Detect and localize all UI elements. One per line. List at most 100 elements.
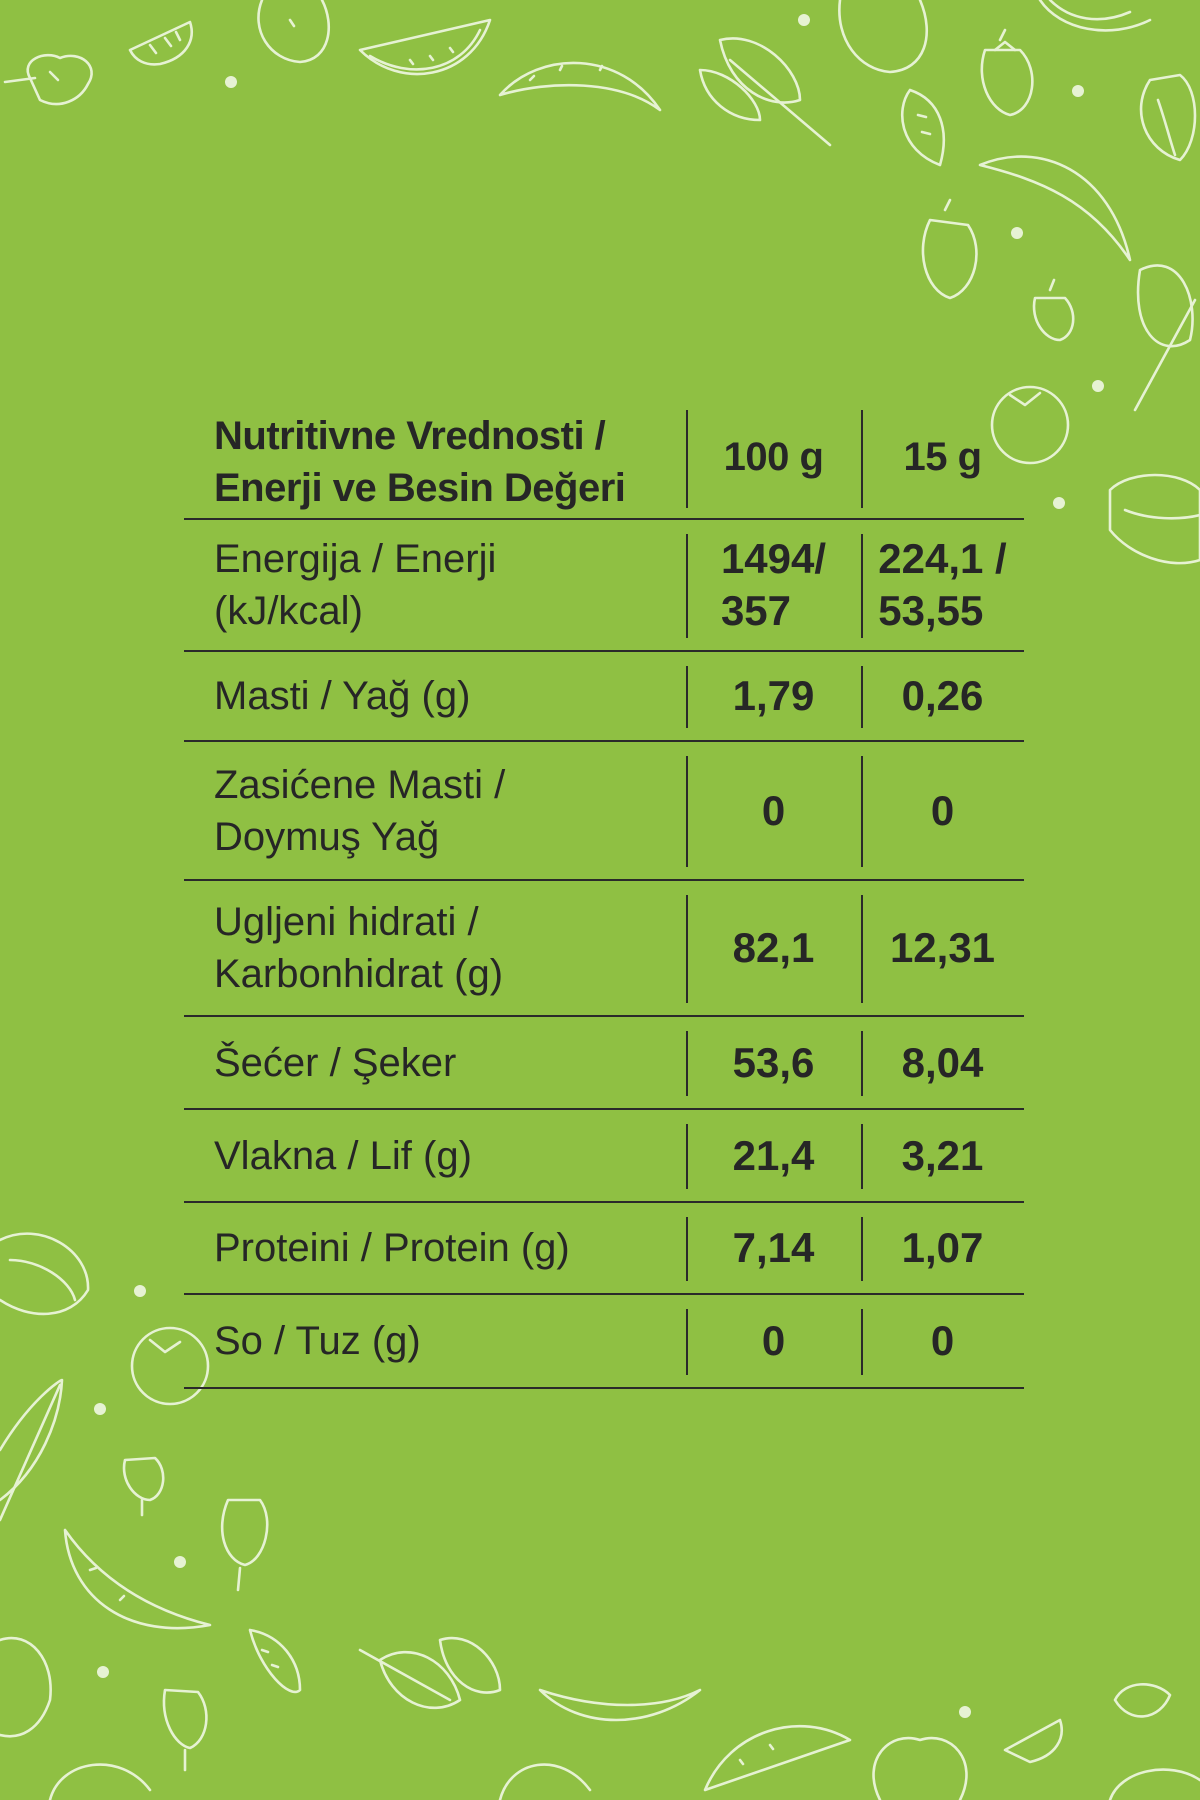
value-15g: 8,04 bbox=[902, 1037, 984, 1089]
column-divider bbox=[861, 895, 863, 1003]
value-15g-cell: 1,07 bbox=[861, 1203, 1024, 1293]
value-100g: 0 bbox=[762, 785, 785, 837]
lemon-icon bbox=[128, 20, 193, 66]
table-row: Energija / Enerji (kJ/kcal) 1494/357 224,1 … bbox=[184, 520, 1024, 652]
header-col-15g: 15 g bbox=[861, 396, 1024, 518]
column-divider bbox=[861, 1217, 863, 1281]
value-15g: 12,31 bbox=[890, 922, 995, 974]
value-15g-line1: 224,1 / bbox=[878, 535, 1007, 582]
strawberry-icon bbox=[980, 28, 1034, 117]
row-label-line2: (kJ/kcal) bbox=[214, 589, 363, 633]
value-15g: 1,07 bbox=[902, 1222, 984, 1274]
value-15g-cell: 0,26 bbox=[861, 652, 1024, 740]
strawberry-icon bbox=[1032, 278, 1075, 342]
column-divider bbox=[686, 1031, 688, 1096]
spinach-leaf-icon bbox=[0, 1378, 64, 1522]
value-100g-line1: 0 bbox=[761, 1317, 786, 1364]
value-15g-cell: 8,04 bbox=[861, 1017, 1024, 1108]
value-15g-line1: 3,21 bbox=[901, 1131, 984, 1179]
value-15g-line1: 0,26 bbox=[901, 672, 984, 719]
column-divider bbox=[686, 756, 688, 867]
value-100g-cell: 53,6 bbox=[686, 1017, 861, 1108]
value-100g-line1: 82,1 bbox=[732, 924, 815, 971]
banana-icon bbox=[63, 1528, 212, 1630]
value-15g-cell: 3,21 bbox=[861, 1110, 1024, 1201]
header-col-100g-label: 100 g bbox=[723, 435, 824, 479]
spinach-leaf-icon bbox=[358, 1636, 502, 1710]
column-divider bbox=[861, 534, 863, 638]
watermelon-icon bbox=[358, 18, 492, 76]
value-100g-cell: 1,79 bbox=[686, 652, 861, 740]
value-100g-line1: 1,79 bbox=[732, 672, 815, 719]
strawberry-icon bbox=[122, 1456, 165, 1517]
value-100g-cell: 0 bbox=[686, 742, 861, 879]
row-label: Zasićene Masti / Doymuş Yağ bbox=[184, 759, 686, 863]
watermelon-icon bbox=[703, 1724, 852, 1792]
heart-fruit-icon bbox=[838, 0, 928, 74]
value-100g: 1494/357 bbox=[721, 533, 826, 637]
header-col-15g-label: 15 g bbox=[903, 435, 982, 479]
value-15g: 0,26 bbox=[902, 670, 984, 722]
column-divider bbox=[861, 1309, 863, 1375]
row-label-line1: Vlakna / Lif (g) bbox=[214, 1133, 472, 1178]
melon-icon bbox=[48, 1763, 152, 1800]
value-100g-line1: 7,14 bbox=[732, 1224, 815, 1271]
value-15g-line1: 1,07 bbox=[901, 1224, 984, 1271]
row-label-line1: Proteini / Protein (g) bbox=[214, 1226, 570, 1270]
strawberry-icon bbox=[162, 1688, 208, 1772]
melon-icon bbox=[1108, 1768, 1200, 1800]
table-row: Masti / Yağ (g) 1,79 0,26 bbox=[184, 652, 1024, 742]
column-divider bbox=[686, 895, 688, 1003]
row-label: Energija / Enerji (kJ/kcal) bbox=[184, 533, 686, 637]
table-row: So / Tuz (g) 0 0 bbox=[184, 1295, 1024, 1389]
value-15g-line1: 8,04 bbox=[901, 1038, 984, 1086]
row-label-line1: Energija / Enerji bbox=[214, 537, 497, 581]
value-15g-cell: 224,1 / 53,55 bbox=[861, 520, 1024, 650]
column-divider bbox=[686, 534, 688, 638]
value-100g-line1: 0 bbox=[761, 786, 786, 834]
column-divider bbox=[686, 410, 688, 508]
melon-icon bbox=[0, 1636, 52, 1738]
tomato-icon bbox=[498, 1763, 592, 1800]
value-100g-line1: 53,6 bbox=[732, 1038, 815, 1086]
banana-icon bbox=[498, 61, 662, 112]
column-divider bbox=[686, 1217, 688, 1281]
tomato-icon bbox=[990, 385, 1070, 465]
table-row: Zasićene Masti / Doymuş Yağ 0 0 bbox=[184, 742, 1024, 881]
lemon-icon bbox=[1003, 1718, 1063, 1764]
row-label-line2: Karbonhidrat (g) bbox=[214, 952, 504, 996]
value-15g-line1: 0 bbox=[930, 786, 955, 834]
lemon-icon bbox=[248, 1628, 302, 1694]
column-divider bbox=[686, 1124, 688, 1189]
table-row: Ugljeni hidrati / Karbonhidrat (g) 82,1 12,… bbox=[184, 881, 1024, 1017]
melon-icon bbox=[1139, 73, 1197, 162]
table-header-row: Nutritivne Vrednosti / Enerji ve Besin D… bbox=[184, 396, 1024, 520]
row-label-line2: Doymuş Yağ bbox=[214, 814, 440, 859]
value-15g-line1: 0 bbox=[930, 1317, 955, 1364]
value-15g-cell: 0 bbox=[861, 1295, 1024, 1387]
column-divider bbox=[861, 1031, 863, 1096]
row-label: Ugljeni hidrati / Karbonhidrat (g) bbox=[184, 896, 686, 1000]
lemon-icon bbox=[900, 88, 945, 167]
value-100g-cell: 1494/357 bbox=[686, 520, 861, 650]
header-label: Nutritivne Vrednosti / Enerji ve Besin D… bbox=[184, 400, 686, 514]
row-label-line1: Šećer / Şeker bbox=[214, 1040, 457, 1085]
value-15g-line2: 53,55 bbox=[878, 587, 984, 634]
value-15g: 0 bbox=[931, 785, 954, 837]
value-100g-line1: 1494/ bbox=[720, 535, 827, 582]
melon-icon bbox=[1108, 473, 1200, 565]
spinach-leaf-icon bbox=[1133, 264, 1197, 412]
header-label-line1: Nutritivne Vrednosti / bbox=[214, 414, 606, 458]
column-divider bbox=[861, 756, 863, 867]
column-divider bbox=[686, 666, 688, 728]
row-label-line1: So / Tuz (g) bbox=[214, 1319, 421, 1363]
value-15g-line1: 12,31 bbox=[889, 924, 996, 971]
table-row: Proteini / Protein (g) 7,14 1,07 bbox=[184, 1203, 1024, 1295]
spinach-leaf-icon bbox=[698, 37, 832, 147]
value-100g-line2: 357 bbox=[720, 587, 792, 634]
value-100g-cell: 7,14 bbox=[686, 1203, 861, 1293]
row-label: Šećer / Şeker bbox=[184, 1037, 686, 1089]
strawberry-icon bbox=[1113, 1683, 1172, 1718]
heart-fruit-icon bbox=[872, 1736, 968, 1800]
value-15g: 224,1 / 53,55 bbox=[878, 533, 1006, 637]
